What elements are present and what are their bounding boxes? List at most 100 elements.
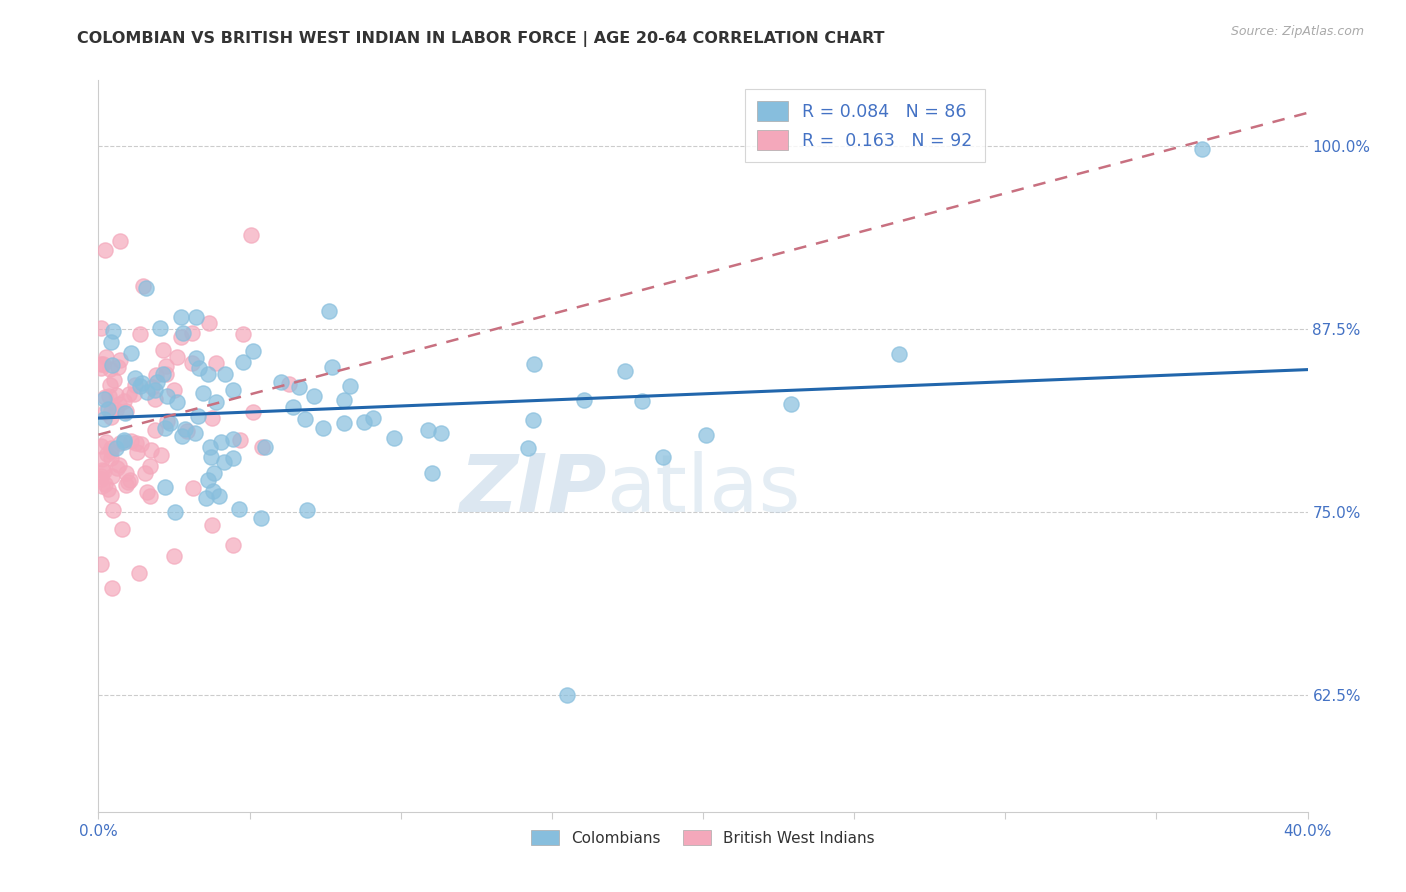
Point [143, 383, 166, 397]
Point [120, 434, 142, 448]
Point [129, 437, 152, 451]
Point [97, 389, 120, 403]
Point [155, 367, 177, 381]
Point [222, 539, 245, 553]
Point [200, 450, 222, 464]
Point [152, 343, 174, 357]
Point [111, 522, 134, 536]
Point [125, 445, 148, 459]
Point [281, 401, 304, 415]
Point [294, 412, 316, 426]
Point [112, 435, 135, 450]
Point [100, 581, 122, 595]
Point [209, 435, 232, 450]
Point [90, 472, 112, 486]
Point [221, 384, 243, 398]
Point [97, 402, 120, 417]
Point [90, 361, 112, 376]
Point [172, 326, 194, 340]
Point [163, 505, 186, 519]
Point [98, 362, 121, 376]
Point [141, 380, 163, 394]
Point [90, 320, 112, 334]
Point [155, 480, 177, 494]
Point [353, 415, 375, 429]
Text: ZIP: ZIP [458, 450, 606, 529]
Point [155, 421, 177, 435]
Point [100, 442, 122, 456]
Point [187, 409, 209, 423]
Point [136, 385, 159, 400]
Point [170, 310, 193, 324]
Point [172, 429, 194, 443]
Point [333, 416, 356, 430]
Point [94, 350, 117, 364]
Point [155, 414, 177, 428]
Point [212, 455, 235, 469]
Point [100, 443, 122, 458]
Text: Source: ZipAtlas.com: Source: ZipAtlas.com [1230, 25, 1364, 38]
Point [108, 234, 131, 248]
Point [270, 375, 292, 389]
Point [90, 468, 112, 483]
Point [90, 357, 112, 371]
Point [118, 473, 141, 487]
Point [125, 436, 148, 450]
Point [101, 324, 124, 338]
Point [222, 433, 245, 447]
Point [232, 326, 254, 341]
Point [97, 482, 120, 496]
Point [889, 347, 911, 361]
Point [195, 491, 218, 505]
Point [201, 517, 224, 532]
Point [555, 688, 578, 702]
Point [250, 510, 273, 524]
Point [143, 392, 166, 407]
Point [222, 451, 245, 466]
Point [181, 481, 204, 495]
Point [90, 452, 112, 467]
Point [91, 357, 114, 371]
Point [201, 484, 224, 499]
Point [103, 372, 125, 386]
Point [93, 391, 115, 405]
Point [139, 458, 162, 473]
Point [118, 386, 141, 401]
Point [382, 431, 405, 445]
Point [163, 549, 186, 563]
Point [131, 376, 153, 390]
Point [104, 442, 127, 456]
Point [214, 368, 236, 382]
Point [108, 352, 131, 367]
Point [114, 406, 136, 420]
Point [132, 279, 155, 293]
Point [100, 403, 122, 417]
Point [613, 364, 636, 378]
Point [304, 389, 326, 403]
Point [361, 410, 384, 425]
Point [166, 395, 188, 409]
Point [145, 368, 167, 382]
Text: atlas: atlas [606, 450, 800, 529]
Legend: Colombians, British West Indians: Colombians, British West Indians [526, 823, 880, 852]
Point [779, 397, 801, 411]
Point [170, 330, 193, 344]
Point [208, 489, 231, 503]
Point [93, 464, 115, 478]
Point [101, 469, 124, 483]
Point [517, 441, 540, 455]
Point [695, 428, 717, 442]
Point [100, 451, 122, 466]
Point [523, 357, 546, 371]
Point [198, 316, 221, 330]
Point [232, 355, 254, 369]
Point [104, 387, 127, 401]
Point [90, 479, 112, 493]
Point [184, 351, 207, 366]
Point [101, 358, 124, 372]
Point [332, 392, 354, 407]
Point [242, 344, 264, 359]
Point [114, 393, 136, 408]
Point [128, 566, 150, 580]
Point [90, 439, 112, 453]
